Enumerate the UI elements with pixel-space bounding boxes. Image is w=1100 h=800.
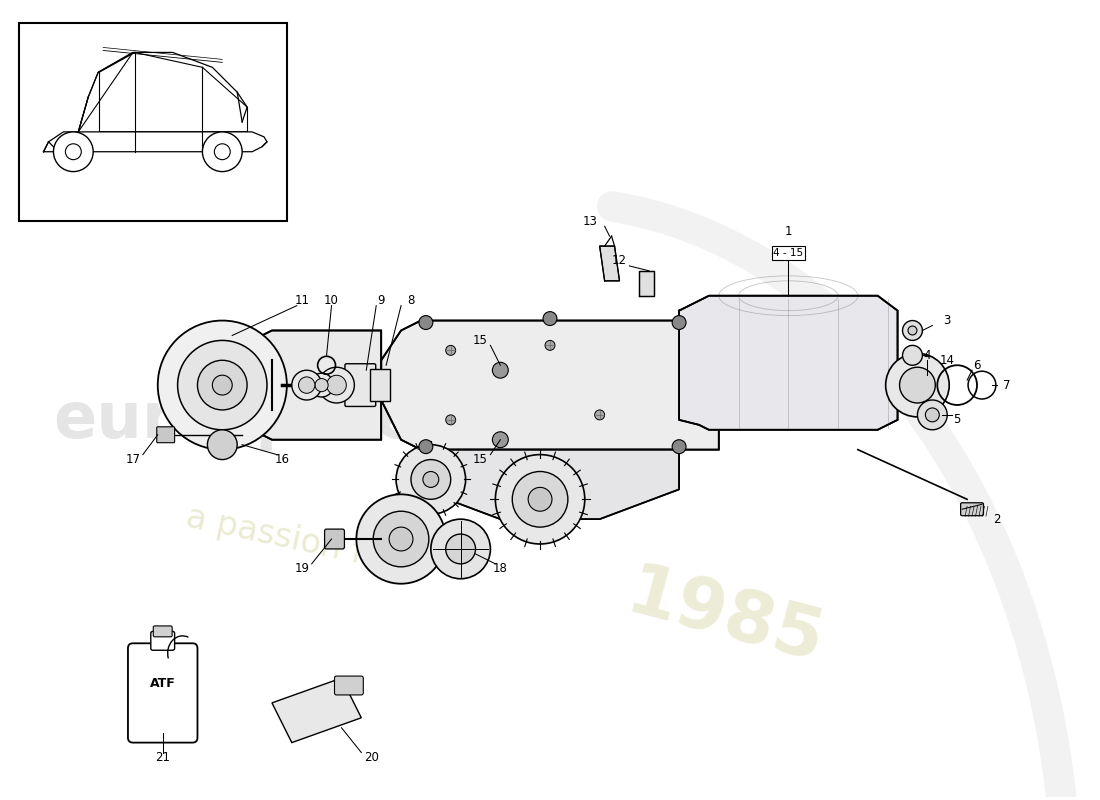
Circle shape (431, 519, 491, 578)
Circle shape (672, 315, 686, 330)
Text: 9: 9 (377, 294, 385, 307)
FancyBboxPatch shape (371, 370, 390, 401)
Circle shape (446, 534, 475, 564)
Circle shape (373, 511, 429, 567)
FancyBboxPatch shape (324, 529, 344, 549)
Text: ATF: ATF (150, 677, 176, 690)
Text: 18: 18 (493, 562, 508, 575)
Text: 11: 11 (294, 294, 309, 307)
Circle shape (493, 432, 508, 448)
Circle shape (419, 440, 432, 454)
Text: 2: 2 (993, 513, 1001, 526)
Polygon shape (421, 450, 679, 519)
Circle shape (177, 341, 267, 430)
Circle shape (327, 375, 346, 395)
Circle shape (396, 445, 465, 514)
Text: 14: 14 (939, 354, 955, 366)
Text: 7: 7 (1003, 378, 1011, 392)
Circle shape (54, 132, 94, 171)
Circle shape (595, 410, 605, 420)
Text: 16: 16 (274, 453, 289, 466)
Polygon shape (639, 271, 654, 296)
Circle shape (902, 321, 923, 341)
Polygon shape (600, 246, 619, 281)
Text: 5: 5 (954, 414, 960, 426)
Text: 17: 17 (125, 453, 141, 466)
Circle shape (214, 144, 230, 160)
Circle shape (543, 312, 557, 326)
Text: 4: 4 (924, 349, 931, 362)
Circle shape (212, 375, 232, 395)
Circle shape (544, 341, 556, 350)
Circle shape (513, 471, 568, 527)
Circle shape (925, 408, 939, 422)
Circle shape (198, 360, 248, 410)
Text: 12: 12 (612, 254, 627, 267)
Circle shape (411, 459, 451, 499)
FancyBboxPatch shape (334, 676, 363, 695)
Polygon shape (242, 330, 382, 440)
FancyBboxPatch shape (153, 626, 172, 637)
Circle shape (419, 315, 432, 330)
Circle shape (902, 346, 923, 366)
Polygon shape (272, 678, 361, 742)
Circle shape (908, 326, 917, 335)
Text: 19: 19 (294, 562, 309, 575)
Circle shape (208, 430, 238, 459)
FancyBboxPatch shape (19, 22, 287, 222)
Text: 15: 15 (473, 334, 488, 347)
Circle shape (672, 440, 686, 454)
Circle shape (319, 367, 354, 403)
Text: 1985: 1985 (619, 559, 832, 678)
Text: 8: 8 (407, 294, 415, 307)
Circle shape (157, 321, 287, 450)
Text: 15: 15 (473, 453, 488, 466)
Circle shape (292, 370, 321, 400)
Text: 20: 20 (364, 751, 378, 764)
Circle shape (315, 378, 328, 392)
Circle shape (917, 400, 947, 430)
Polygon shape (679, 296, 898, 430)
Circle shape (446, 415, 455, 425)
Text: 3: 3 (944, 314, 950, 327)
Circle shape (900, 367, 935, 403)
Circle shape (356, 494, 446, 584)
FancyBboxPatch shape (345, 364, 376, 406)
Circle shape (495, 454, 585, 544)
Text: 4 - 15: 4 - 15 (773, 248, 803, 258)
Polygon shape (382, 321, 718, 450)
Text: a passion for: a passion for (183, 501, 399, 578)
Text: 1: 1 (784, 225, 792, 238)
Text: 6: 6 (974, 358, 981, 372)
FancyBboxPatch shape (151, 631, 175, 650)
Circle shape (202, 132, 242, 171)
Circle shape (298, 377, 315, 394)
Circle shape (493, 362, 508, 378)
FancyBboxPatch shape (128, 643, 198, 742)
Circle shape (389, 527, 412, 551)
FancyBboxPatch shape (960, 502, 983, 516)
Text: 21: 21 (155, 751, 170, 764)
Text: eurospares: eurospares (54, 389, 458, 451)
Circle shape (422, 471, 439, 487)
Circle shape (65, 144, 81, 160)
Text: 13: 13 (582, 214, 597, 228)
Circle shape (886, 354, 949, 417)
FancyBboxPatch shape (157, 427, 175, 442)
Circle shape (528, 487, 552, 511)
Text: 10: 10 (324, 294, 339, 307)
Circle shape (310, 373, 333, 397)
Circle shape (446, 346, 455, 355)
